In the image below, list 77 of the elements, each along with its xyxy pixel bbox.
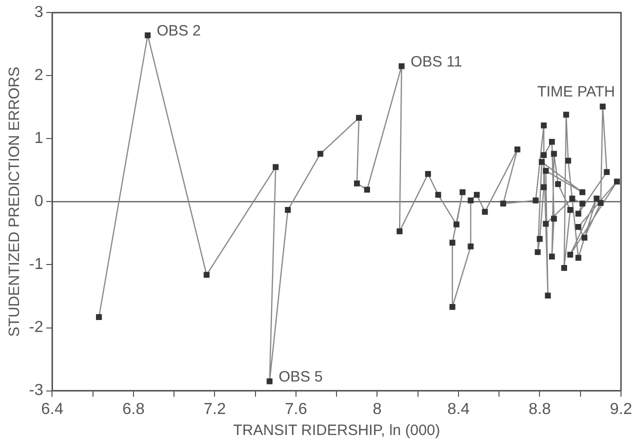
point	[540, 122, 547, 128]
point	[435, 192, 442, 198]
point	[474, 192, 480, 198]
point	[582, 234, 588, 241]
point	[425, 171, 431, 177]
annotation: OBS 5	[278, 368, 323, 386]
annotation: OBS 2	[156, 22, 201, 40]
point	[482, 208, 488, 215]
x-tick-label: 8.4	[447, 400, 470, 418]
point	[544, 292, 551, 299]
point	[536, 236, 543, 242]
point	[144, 32, 151, 38]
point	[600, 104, 606, 110]
point	[567, 252, 574, 258]
point	[561, 264, 568, 271]
point	[398, 63, 405, 70]
point	[454, 221, 460, 228]
x-tick-label: 6.8	[122, 400, 145, 418]
point	[567, 206, 574, 213]
point	[563, 112, 570, 118]
annotation: TIME PATH	[537, 84, 615, 101]
y-tick-label: 2	[34, 67, 44, 84]
point	[396, 228, 403, 234]
point	[549, 254, 555, 260]
point	[538, 159, 545, 165]
point	[514, 146, 520, 152]
x-axis-title: TRANSIT RIDERSHIP, ln (000)	[233, 422, 440, 440]
point	[532, 198, 539, 204]
point	[460, 189, 466, 196]
x-tick-label: 8	[372, 400, 382, 418]
point	[549, 138, 555, 145]
point	[364, 186, 370, 193]
point	[317, 150, 324, 157]
point	[449, 240, 456, 246]
point	[204, 272, 210, 278]
point	[540, 152, 547, 158]
point	[598, 200, 604, 206]
point	[569, 196, 576, 202]
point	[594, 196, 600, 202]
point	[354, 180, 360, 186]
point	[534, 249, 541, 256]
y-tick-label: 3	[34, 4, 44, 22]
y-tick-label: -2	[28, 319, 44, 336]
point	[356, 114, 362, 121]
point	[449, 304, 456, 310]
point	[579, 189, 586, 196]
x-tick-label: 9.2	[610, 400, 632, 418]
point	[96, 314, 102, 320]
point	[284, 206, 291, 213]
y-axis-title: STUDENTIZED PREDICTION ERRORS	[6, 66, 24, 337]
point	[565, 158, 572, 164]
x-tick-label: 7.6	[284, 400, 308, 418]
y-tick-label: 1	[34, 130, 44, 148]
point	[540, 184, 547, 190]
y-tick-label: 0	[34, 193, 44, 210]
point	[614, 178, 620, 184]
point	[468, 244, 474, 250]
point	[604, 169, 610, 176]
point	[266, 378, 273, 384]
x-tick-label: 7.2	[204, 400, 226, 418]
point	[555, 181, 561, 187]
point	[468, 198, 474, 204]
x-tick-label: 8.8	[528, 400, 551, 418]
point	[575, 210, 582, 217]
point	[575, 254, 582, 261]
point	[575, 224, 582, 230]
point	[579, 200, 586, 207]
point	[551, 150, 557, 157]
point	[551, 216, 557, 222]
point	[542, 168, 549, 174]
y-tick-label: -3	[28, 382, 44, 400]
annotation: OBS 11	[410, 53, 462, 70]
point	[500, 200, 506, 207]
point	[272, 164, 279, 170]
point	[542, 220, 549, 227]
y-tick-label: -1	[28, 256, 44, 274]
x-tick-label: 6.4	[41, 400, 64, 418]
